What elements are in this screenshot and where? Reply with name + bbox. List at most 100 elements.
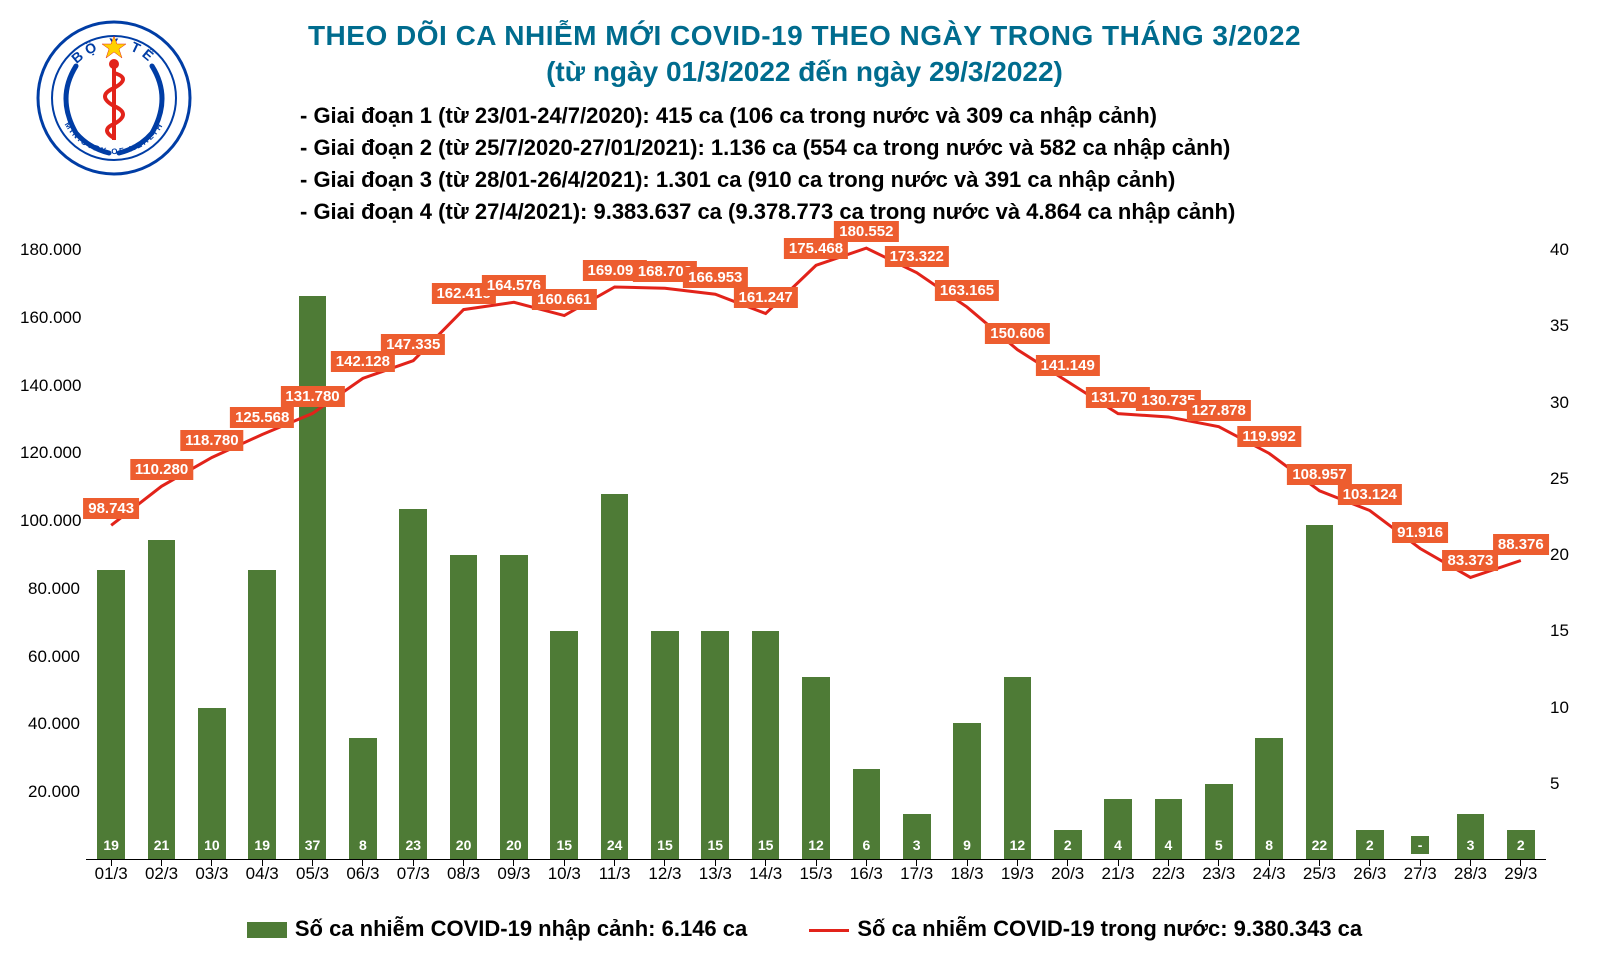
x-tick: 23/3	[1202, 864, 1235, 884]
legend-bar-text: Số ca nhiễm COVID-19 nhập cảnh: 6.146 ca	[295, 916, 747, 941]
y-right-tick: 25	[1550, 469, 1600, 489]
line-path	[111, 248, 1521, 577]
bar-value-label: 3	[908, 836, 926, 854]
bar-value-label: 19	[250, 836, 274, 854]
line-value-label: 103.124	[1338, 484, 1402, 505]
x-tick: 11/3	[599, 864, 631, 884]
line-value-label: 147.335	[381, 334, 445, 355]
y-left-tick: 120.000	[20, 443, 80, 463]
bar-value-label: 10	[200, 836, 224, 854]
x-tick: 13/3	[699, 864, 732, 884]
x-tick: 07/3	[397, 864, 430, 884]
y-left-tick: 180.000	[20, 240, 80, 260]
y-left-tick: 80.000	[20, 579, 80, 599]
bar-value-label: 6	[857, 836, 875, 854]
x-tick: 27/3	[1404, 864, 1437, 884]
x-tick: 09/3	[497, 864, 530, 884]
x-tick: 24/3	[1253, 864, 1286, 884]
bar-value-label: 15	[552, 836, 576, 854]
y-right-tick: 5	[1550, 774, 1600, 794]
bar-value-label: 15	[653, 836, 677, 854]
line-value-label: 118.780	[180, 430, 243, 451]
bar-value-label: 20	[452, 836, 476, 854]
y-left-tick: 60.000	[20, 647, 80, 667]
bar-value-label: 2	[1059, 836, 1077, 854]
phase-line: - Giai đoạn 3 (từ 28/01-26/4/2021): 1.30…	[300, 164, 1235, 196]
y-left-tick: 40.000	[20, 714, 80, 734]
line-value-label: 160.661	[532, 289, 596, 310]
x-tick: 20/3	[1051, 864, 1084, 884]
bar-value-label: 9	[958, 836, 976, 854]
line-value-label: 110.280	[130, 459, 193, 480]
legend-bar: Số ca nhiễm COVID-19 nhập cảnh: 6.146 ca	[247, 916, 747, 942]
y-right-tick: 35	[1550, 316, 1600, 336]
x-axis: 01/302/303/304/305/306/307/308/309/310/3…	[86, 864, 1546, 894]
bar-value-label: 23	[401, 836, 425, 854]
x-tick: 14/3	[749, 864, 782, 884]
x-tick: 02/3	[145, 864, 178, 884]
x-tick: 25/3	[1303, 864, 1336, 884]
bar-value-label: -	[1411, 836, 1429, 854]
line-value-label: 88.376	[1493, 534, 1549, 555]
line-series	[86, 250, 1546, 860]
y-right-tick: 10	[1550, 698, 1600, 718]
line-value-label: 119.992	[1237, 426, 1300, 447]
x-tick: 10/3	[548, 864, 581, 884]
y-left-tick: 160.000	[20, 308, 80, 328]
legend-line-text: Số ca nhiễm COVID-19 trong nước: 9.380.3…	[857, 916, 1362, 941]
line-value-label: 141.149	[1036, 355, 1100, 376]
line-value-label: 180.552	[834, 221, 898, 242]
legend: Số ca nhiễm COVID-19 nhập cảnh: 6.146 ca…	[0, 916, 1609, 942]
bar-value-label: 12	[1006, 836, 1030, 854]
x-tick: 28/3	[1454, 864, 1487, 884]
line-value-label: 125.568	[230, 407, 294, 428]
line-value-label: 127.878	[1187, 400, 1251, 421]
x-tick: 19/3	[1001, 864, 1034, 884]
line-value-label: 91.916	[1392, 522, 1448, 543]
bar-value-label: 20	[502, 836, 526, 854]
bar-value-label: 15	[704, 836, 728, 854]
line-value-label: 83.373	[1443, 550, 1499, 571]
y-right-tick: 40	[1550, 240, 1600, 260]
x-tick: 06/3	[346, 864, 379, 884]
bar-value-label: 8	[1260, 836, 1278, 854]
bar-value-label: 15	[754, 836, 778, 854]
bar-value-label: 21	[150, 836, 174, 854]
bar-value-label: 4	[1109, 836, 1127, 854]
chart-title: THEO DÕI CA NHIỄM MỚI COVID-19 THEO NGÀY…	[0, 20, 1609, 88]
legend-line-swatch	[809, 929, 849, 932]
x-tick: 04/3	[246, 864, 279, 884]
title-line-1: THEO DÕI CA NHIỄM MỚI COVID-19 THEO NGÀY…	[0, 20, 1609, 52]
x-tick: 16/3	[850, 864, 883, 884]
phase-line: - Giai đoạn 2 (từ 25/7/2020-27/01/2021):…	[300, 132, 1235, 164]
title-line-2: (từ ngày 01/3/2022 đến ngày 29/3/2022)	[0, 56, 1609, 88]
line-value-label: 131.780	[280, 386, 344, 407]
x-tick: 26/3	[1353, 864, 1386, 884]
line-value-label: 163.165	[935, 280, 999, 301]
phase-summary: - Giai đoạn 1 (từ 23/01-24/7/2020): 415 …	[300, 100, 1235, 228]
y-right-tick: 30	[1550, 393, 1600, 413]
line-value-label: 166.953	[683, 267, 747, 288]
x-tick: 08/3	[447, 864, 480, 884]
bar-value-label: 37	[301, 836, 325, 854]
bar-value-label: 8	[354, 836, 372, 854]
line-value-label: 98.743	[83, 498, 139, 519]
line-value-label: 173.322	[885, 246, 949, 267]
y-right-tick: 20	[1550, 545, 1600, 565]
bar-value-label: 4	[1159, 836, 1177, 854]
bar-value-label: 3	[1461, 836, 1479, 854]
bar-value-label: 5	[1210, 836, 1228, 854]
phase-line: - Giai đoạn 4 (từ 27/4/2021): 9.383.637 …	[300, 196, 1235, 228]
bar-value-label: 19	[99, 836, 123, 854]
x-tick: 15/3	[799, 864, 832, 884]
phase-line: - Giai đoạn 1 (từ 23/01-24/7/2020): 415 …	[300, 100, 1235, 132]
x-tick: 05/3	[296, 864, 329, 884]
x-tick: 01/3	[95, 864, 128, 884]
y-left-tick: 100.000	[20, 511, 80, 531]
bar-value-label: 12	[804, 836, 828, 854]
line-value-label: 161.247	[734, 287, 798, 308]
line-value-label: 150.606	[985, 323, 1049, 344]
bar-value-label: 2	[1512, 836, 1530, 854]
legend-bar-swatch	[247, 922, 287, 938]
x-tick: 21/3	[1102, 864, 1135, 884]
